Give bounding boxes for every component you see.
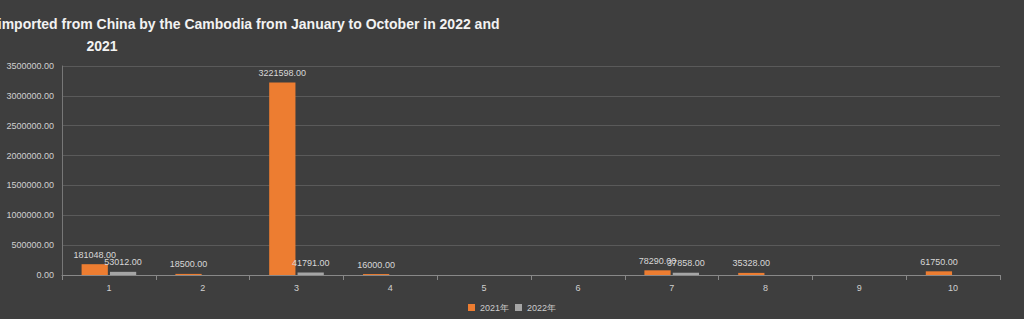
svg-text:7: 7 xyxy=(669,283,674,293)
svg-text:4: 4 xyxy=(388,283,393,293)
svg-text:1000000.00: 1000000.00 xyxy=(6,210,54,220)
svg-text:Comparison of the amount of Ga: Comparison of the amount of Gantry crane… xyxy=(0,16,503,32)
svg-text:2021: 2021 xyxy=(86,38,117,54)
svg-text:37858.00: 37858.00 xyxy=(667,258,705,268)
svg-text:2500000.00: 2500000.00 xyxy=(6,121,54,131)
svg-text:61750.00: 61750.00 xyxy=(920,257,958,267)
svg-text:1: 1 xyxy=(106,283,111,293)
svg-text:5: 5 xyxy=(482,283,487,293)
svg-text:18500.00: 18500.00 xyxy=(170,259,208,269)
svg-text:2: 2 xyxy=(200,283,205,293)
svg-text:2000000.00: 2000000.00 xyxy=(6,151,54,161)
svg-text:3000000.00: 3000000.00 xyxy=(6,91,54,101)
svg-text:3500000.00: 3500000.00 xyxy=(6,61,54,71)
svg-text:500000.00: 500000.00 xyxy=(11,240,54,250)
svg-text:35328.00: 35328.00 xyxy=(733,258,771,268)
svg-text:53012.00: 53012.00 xyxy=(104,257,142,267)
svg-text:3: 3 xyxy=(294,283,299,293)
svg-text:1500000.00: 1500000.00 xyxy=(6,180,54,190)
svg-text:2021年: 2021年 xyxy=(480,303,509,313)
svg-text:8: 8 xyxy=(763,283,768,293)
svg-text:181048.00: 181048.00 xyxy=(73,249,116,260)
svg-text:9: 9 xyxy=(857,283,862,293)
svg-text:16000.00: 16000.00 xyxy=(357,260,395,270)
svg-text:6: 6 xyxy=(575,283,580,293)
svg-text:2022年: 2022年 xyxy=(527,303,556,313)
svg-text:0.00: 0.00 xyxy=(36,270,54,280)
svg-text:10: 10 xyxy=(948,283,958,293)
svg-text:41791.00: 41791.00 xyxy=(292,258,330,268)
svg-text:3221598.00: 3221598.00 xyxy=(259,68,307,78)
svg-text:78290.00: 78290.00 xyxy=(638,255,677,266)
